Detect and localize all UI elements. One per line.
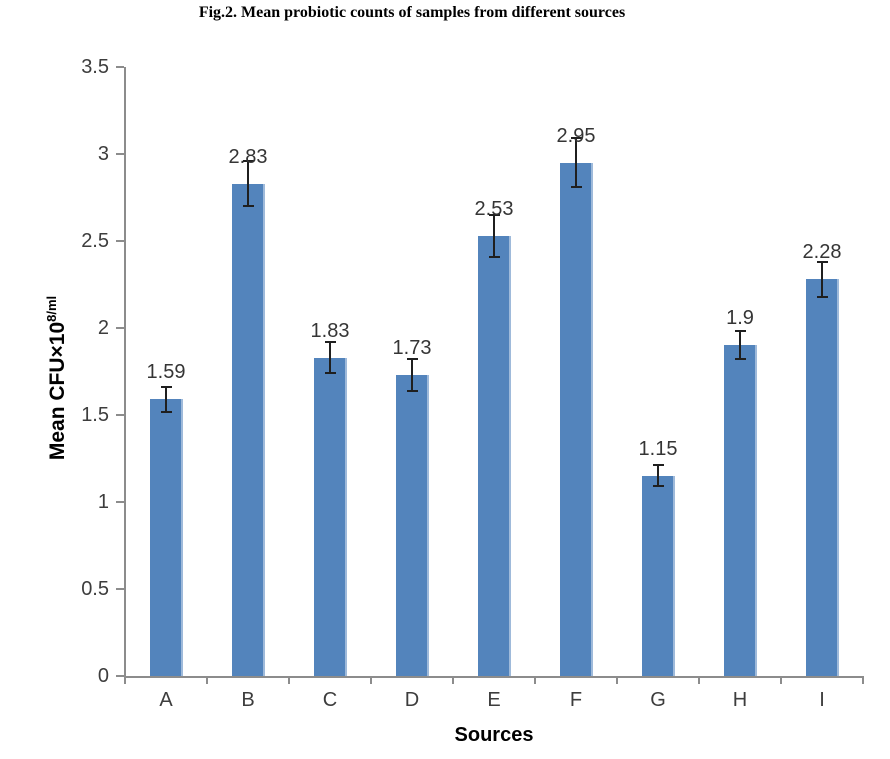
x-axis-tick	[862, 678, 864, 684]
bar-data-label: 1.9	[726, 307, 754, 330]
error-bar-cap-bottom	[160, 410, 172, 413]
x-category-label: C	[322, 689, 338, 711]
x-axis-tick	[452, 678, 454, 684]
x-category-label: I	[819, 689, 825, 711]
error-bar-cap-bottom	[324, 372, 336, 375]
x-category-label: B	[241, 689, 255, 711]
y-tick-label: 3.5	[81, 56, 109, 78]
x-axis-tick	[616, 678, 618, 684]
x-axis-tick	[288, 678, 290, 684]
x-category-label: H	[732, 689, 748, 711]
bar	[723, 345, 757, 676]
y-axis-tick	[116, 66, 124, 68]
error-bar-cap-top	[488, 213, 500, 216]
y-tick-label: 2.5	[81, 230, 109, 252]
x-category-label: G	[650, 689, 666, 711]
error-bar-cap-top	[816, 260, 828, 263]
y-tick-label: 0	[97, 665, 109, 687]
y-axis-tick	[116, 327, 124, 329]
y-tick-label: 3	[97, 143, 109, 165]
y-tick-label: 1	[97, 491, 109, 513]
bar	[641, 475, 675, 676]
y-axis-tick	[116, 240, 124, 242]
bar	[559, 162, 593, 676]
error-bar-line	[329, 341, 331, 374]
bar	[149, 399, 183, 676]
x-category-label: A	[159, 689, 173, 711]
y-axis-tick	[116, 153, 124, 155]
error-bar-line	[411, 359, 413, 391]
error-bar-line	[575, 138, 577, 188]
y-axis-label: Mean CFU×108/ml	[44, 228, 70, 528]
error-bar-cap-bottom	[570, 186, 582, 189]
bar	[805, 279, 839, 676]
y-axis-tick	[116, 588, 124, 590]
error-bar-cap-top	[324, 340, 336, 343]
error-bar-cap-bottom	[816, 295, 828, 298]
x-category-label: E	[487, 689, 501, 711]
y-axis-tick	[116, 414, 124, 416]
error-bar-cap-top	[160, 386, 172, 389]
bar	[231, 183, 265, 676]
y-axis-tick	[116, 675, 124, 677]
bar-data-label: 2.95	[556, 124, 596, 147]
error-bar-line	[247, 160, 249, 207]
y-axis-label-text: Mean CFU×10	[46, 321, 69, 461]
error-bar-cap-top	[406, 358, 418, 361]
x-axis-tick	[534, 678, 536, 684]
error-bar-cap-bottom	[488, 255, 500, 258]
error-bar-cap-bottom	[734, 358, 746, 361]
x-category-label: F	[569, 689, 583, 711]
bar-data-label: 2.53	[474, 197, 514, 220]
x-axis-tick	[780, 678, 782, 684]
x-axis-tick	[206, 678, 208, 684]
error-bar-cap-bottom	[242, 205, 254, 208]
bar	[313, 357, 347, 676]
x-axis-tick	[370, 678, 372, 684]
bar	[477, 235, 511, 676]
y-axis-line	[124, 67, 126, 676]
error-bar-cap-bottom	[652, 485, 664, 488]
x-axis-line	[124, 676, 864, 678]
error-bar-line	[493, 214, 495, 257]
y-axis-label-superscript: 8/ml	[44, 295, 59, 322]
error-bar-line	[821, 261, 823, 297]
bar-data-label: 1.83	[310, 319, 350, 342]
y-tick-label: 1.5	[81, 404, 109, 426]
figure-title: Fig.2. Mean probiotic counts of samples …	[198, 4, 626, 21]
bar-data-label: 1.59	[146, 361, 186, 384]
bar	[395, 374, 429, 676]
y-axis-tick	[116, 501, 124, 503]
error-bar-cap-top	[734, 330, 746, 333]
y-tick-label: 2	[97, 317, 109, 339]
error-bar-line	[657, 465, 659, 487]
x-category-label: D	[404, 689, 420, 711]
error-bar-line	[739, 331, 741, 360]
y-tick-label: 0.5	[81, 578, 109, 600]
error-bar-cap-top	[652, 464, 664, 467]
error-bar-line	[165, 387, 167, 412]
error-bar-cap-bottom	[406, 389, 418, 392]
x-axis-label: Sources	[454, 724, 534, 746]
error-bar-cap-top	[242, 159, 254, 162]
plot-area: 0 0.5 1 1.5 2 2.5 3 3.5 1.59 A 2.83 B 1.83 C 1.73 D 2.53…	[81, 56, 864, 711]
error-bar-cap-top	[570, 137, 582, 140]
x-axis-tick	[124, 678, 126, 684]
bar-data-label: 2.28	[802, 241, 842, 264]
bar-data-label: 2.83	[228, 145, 268, 168]
bar-data-label: 1.73	[392, 336, 432, 359]
bar-data-label: 1.15	[638, 437, 678, 460]
x-axis-tick	[698, 678, 700, 684]
